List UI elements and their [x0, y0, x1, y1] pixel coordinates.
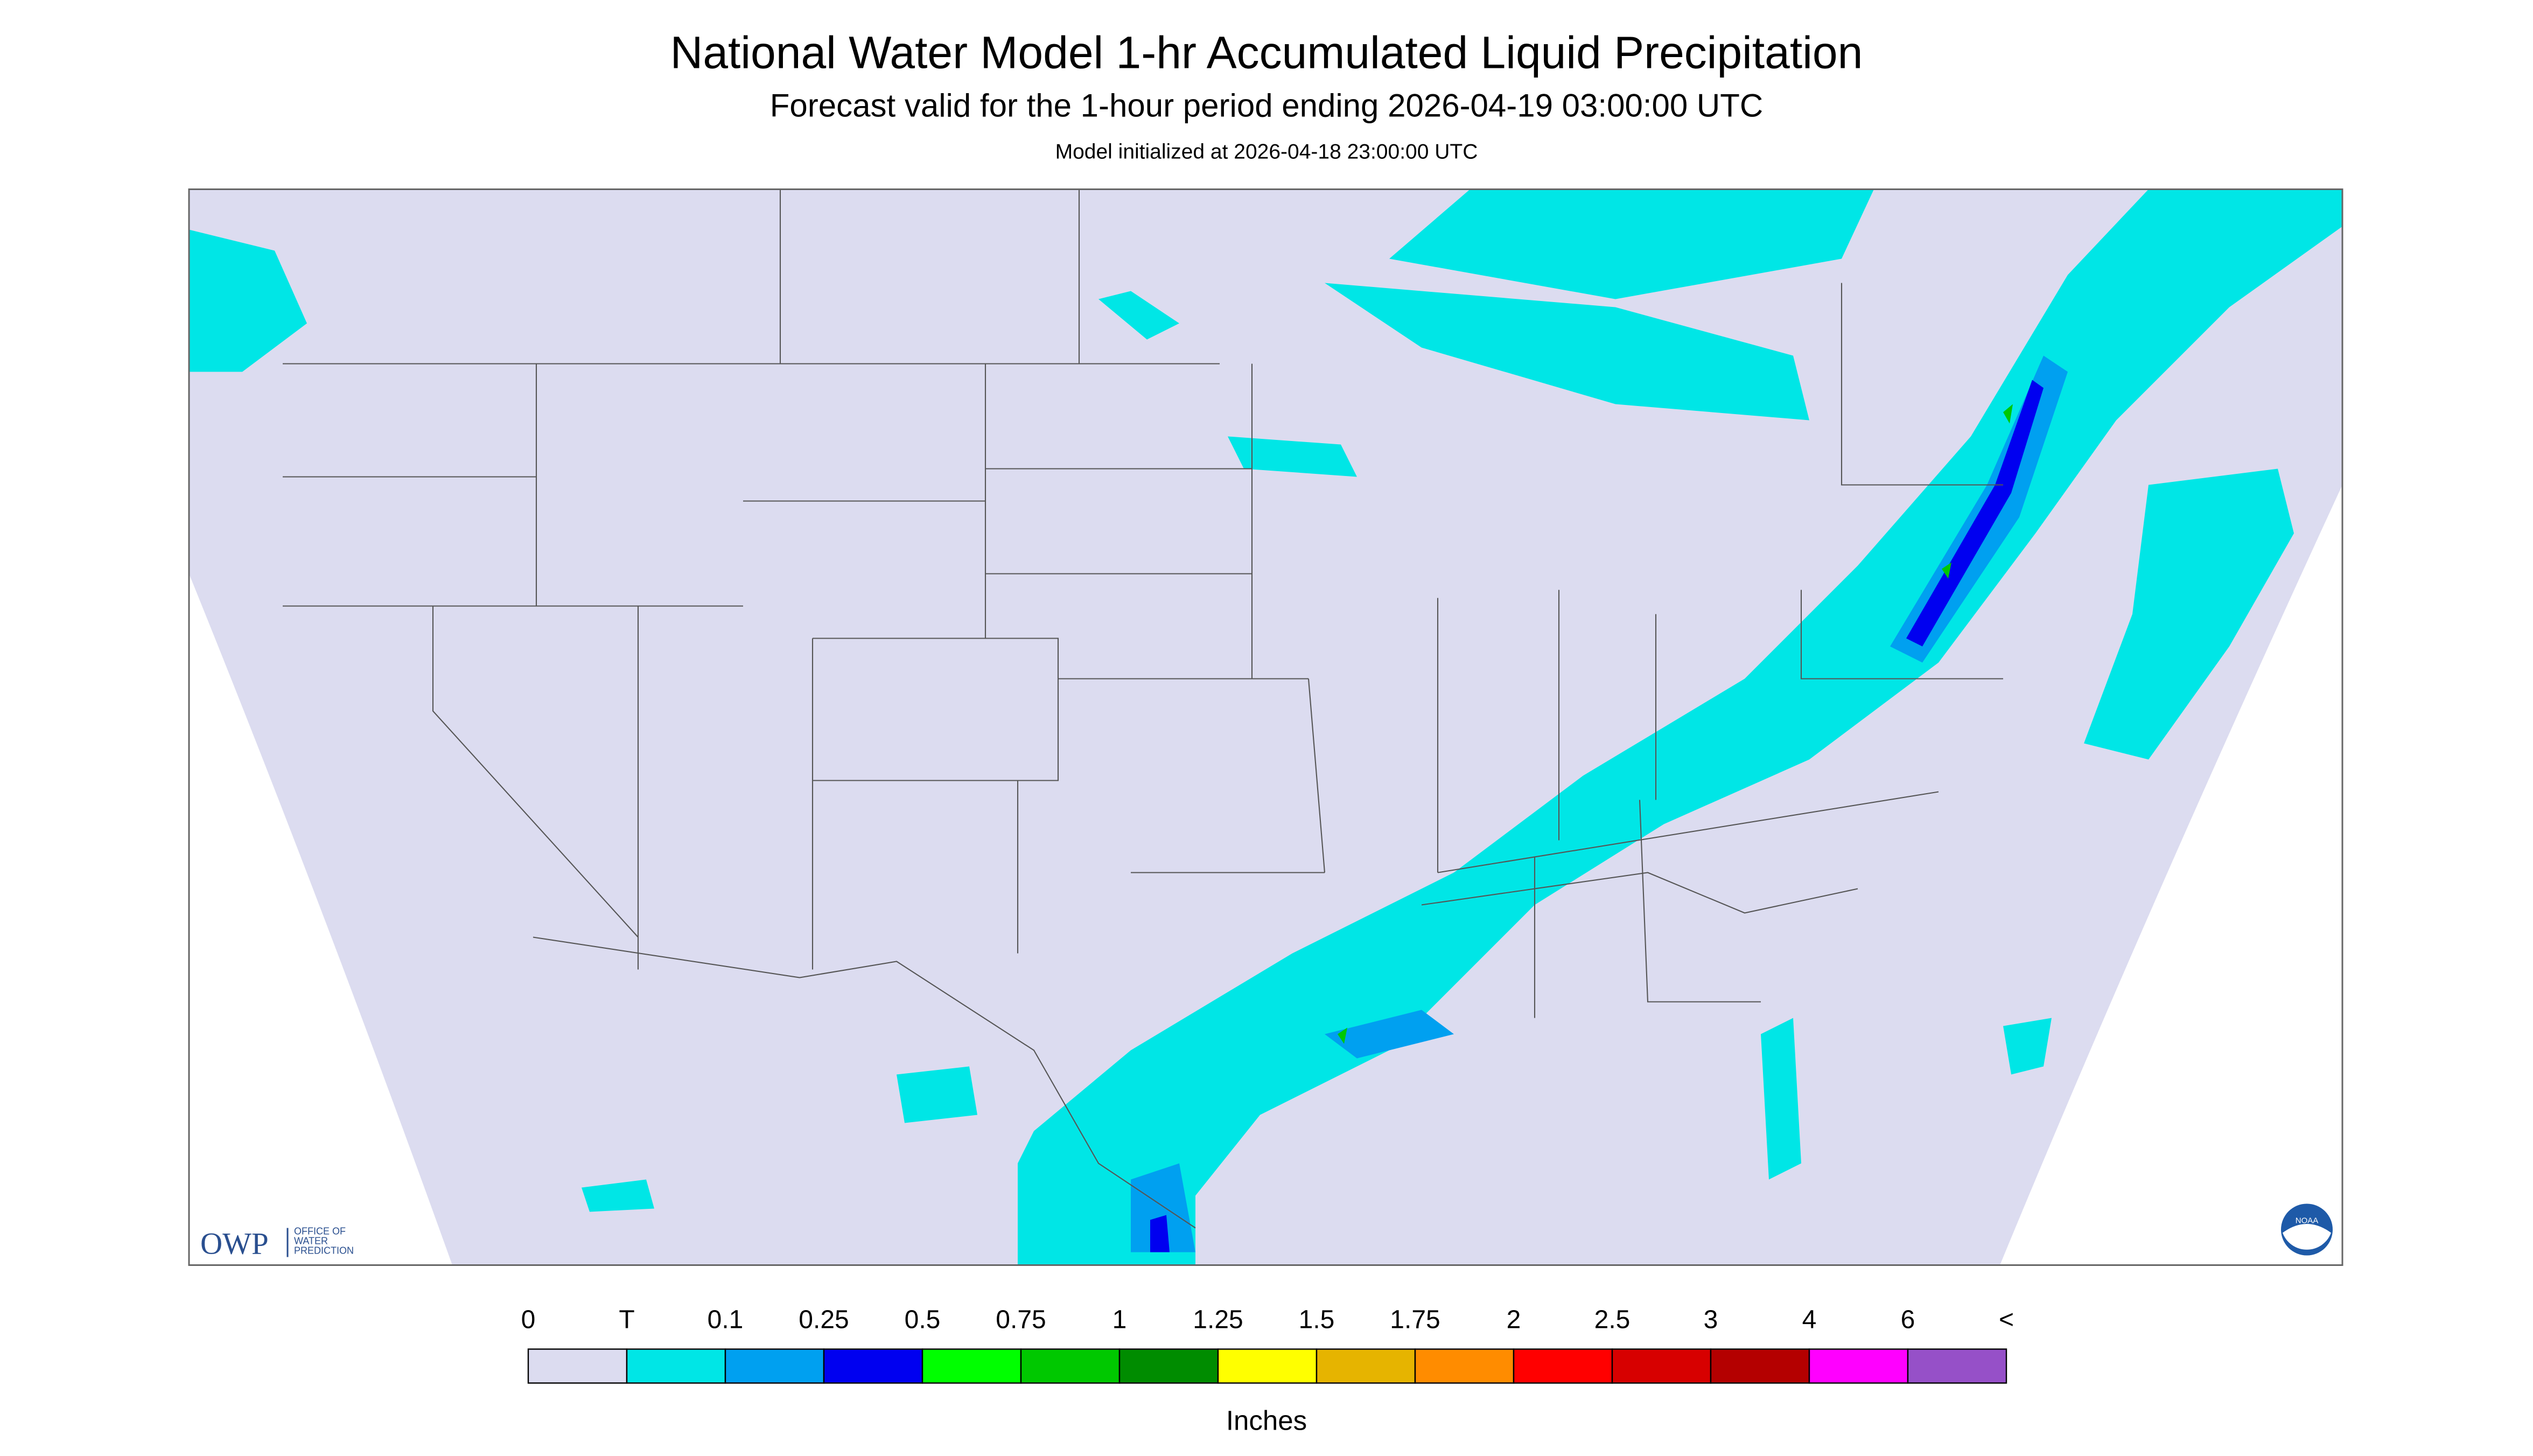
legend-label: 4 — [1802, 1306, 1817, 1334]
legend-label: 0.5 — [905, 1306, 941, 1334]
outside-domain — [2000, 485, 2342, 1265]
legend-label: 1.75 — [1390, 1306, 1440, 1334]
legend-label: 0.25 — [799, 1306, 849, 1334]
owp-line: PREDICTION — [294, 1245, 354, 1256]
owp-logo: OWP OFFICE OF WATER PREDICTION — [200, 1226, 354, 1261]
legend-swatch — [1118, 1348, 1219, 1384]
legend-swatch — [823, 1348, 923, 1384]
legend-label: 1 — [1112, 1306, 1127, 1334]
legend-swatch — [1020, 1348, 1121, 1384]
legend-label: 1.25 — [1193, 1306, 1243, 1334]
legend-label: 1.5 — [1299, 1306, 1335, 1334]
legend-swatch — [1217, 1348, 1318, 1384]
legend-swatch — [1710, 1348, 1810, 1384]
legend-swatch — [1513, 1348, 1613, 1384]
owp-text: OWP — [200, 1227, 269, 1261]
borders — [283, 189, 2003, 1229]
precip-heavy — [1338, 404, 2013, 1044]
legend-label: < — [1999, 1306, 2014, 1334]
owp-line: OFFICE OF — [294, 1226, 346, 1237]
outside-domain — [189, 573, 452, 1265]
legend-swatch — [1414, 1348, 1515, 1384]
legend: Inches 0 T 0.1 0.25 0.5 0.75 1 1.25 1.5 1.75 2 2.5 3… — [521, 1306, 2014, 1436]
legend-label: 3 — [1704, 1306, 1718, 1334]
legend-label: 6 — [1901, 1306, 1915, 1334]
legend-label: 0.75 — [996, 1306, 1046, 1334]
legend-label: 0.1 — [708, 1306, 744, 1334]
legend-swatch — [527, 1348, 628, 1384]
legend-swatch — [921, 1348, 1022, 1384]
legend-swatch — [626, 1348, 726, 1384]
noaa-gull — [2283, 1224, 2331, 1250]
legend-swatch — [1611, 1348, 1712, 1384]
precip-moderate — [1150, 380, 2044, 1252]
legend-label: 2.5 — [1594, 1306, 1631, 1334]
legend-label: 2 — [1507, 1306, 1521, 1334]
map-frame — [188, 188, 2343, 1266]
map: OWP OFFICE OF WATER PREDICTION NOAA — [188, 188, 2343, 1266]
legend-label: 0 — [521, 1306, 536, 1334]
init-time: Model initialized at 2026-04-18 23:00:00… — [1055, 141, 1478, 164]
legend-swatch — [1316, 1348, 1416, 1384]
legend-unit: Inches — [1226, 1405, 1307, 1436]
noaa-logo: NOAA — [2281, 1203, 2333, 1256]
noaa-text: NOAA — [2296, 1216, 2319, 1226]
title: National Water Model 1-hr Accumulated Li… — [670, 27, 1863, 78]
subtitle: Forecast valid for the 1-hour period end… — [770, 88, 1763, 124]
legend-swatch — [724, 1348, 825, 1384]
legend-label: T — [619, 1306, 634, 1334]
legend-swatch — [1808, 1348, 1909, 1384]
legend-swatch — [1907, 1348, 2007, 1384]
owp-line: WATER — [294, 1236, 328, 1247]
